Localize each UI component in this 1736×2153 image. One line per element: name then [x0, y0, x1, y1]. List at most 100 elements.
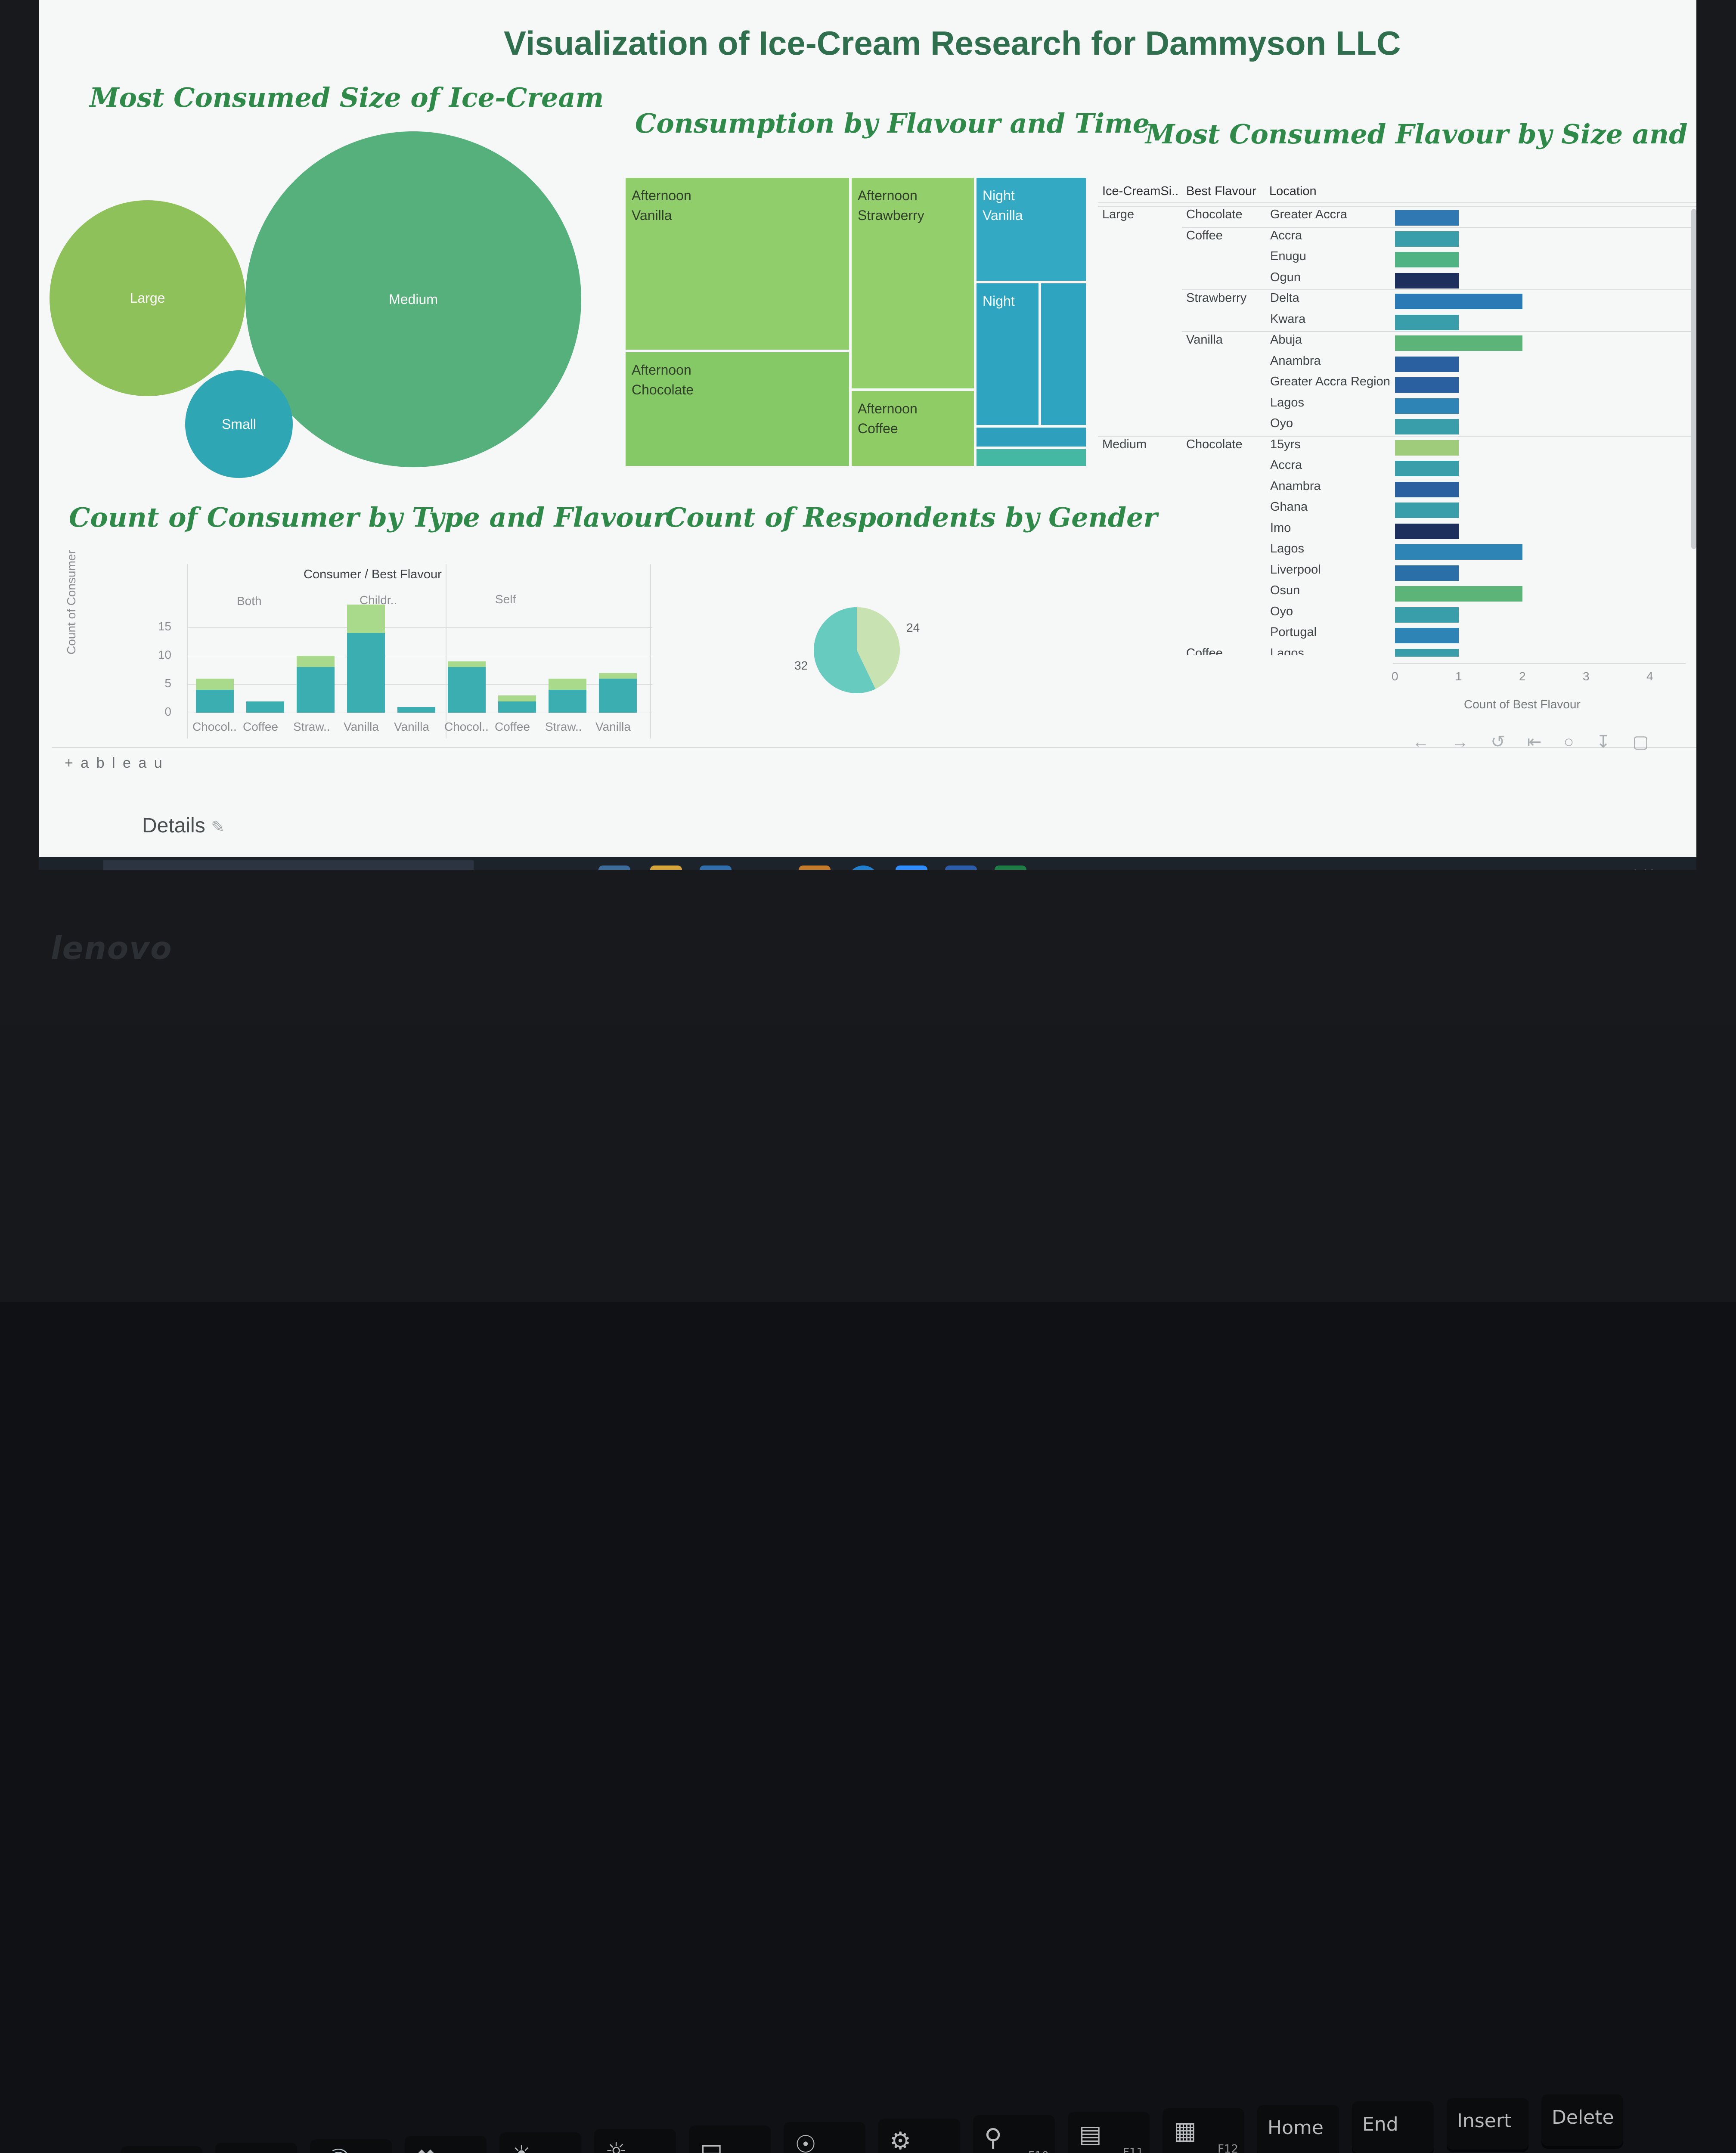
consumer-bar-segment[interactable] — [397, 707, 435, 713]
location-bar[interactable] — [1395, 273, 1459, 289]
consumer-bar-segment[interactable] — [599, 678, 637, 713]
col-header-location: Location — [1269, 184, 1317, 198]
undo-icon[interactable]: ← — [1412, 732, 1429, 751]
key-f4[interactable]: ✖F4 — [405, 2136, 487, 2153]
task-view-icon[interactable]: ▦ — [547, 866, 579, 870]
consumer-bar-segment[interactable] — [549, 690, 586, 713]
treemap-cell-afternoon-chocolate[interactable]: Afternoon Chocolate — [624, 351, 850, 467]
fullscreen-icon[interactable]: ▢ — [1632, 732, 1649, 751]
snip-icon[interactable]: ✂ — [799, 866, 831, 870]
key-home[interactable]: Home — [1257, 2105, 1339, 2153]
key-f3[interactable]: 🔊F3 — [310, 2139, 392, 2153]
treemap-cell-night-sliver[interactable] — [975, 426, 1087, 448]
key-insert[interactable]: Insert — [1447, 2098, 1528, 2150]
key-f12[interactable]: ▦ F12 — [1162, 2108, 1244, 2153]
key-f6[interactable]: ☼F6 — [594, 2129, 676, 2153]
location-bar[interactable] — [1395, 481, 1459, 497]
key-delete[interactable]: Delete — [1541, 2094, 1623, 2146]
table-header-rule — [1098, 202, 1696, 203]
file-explorer-icon[interactable]: □ — [650, 866, 682, 870]
consumer-bar-segment[interactable] — [246, 701, 284, 713]
row-location-label: Abuja — [1270, 333, 1302, 347]
revert-icon[interactable]: ↺ — [1491, 732, 1505, 751]
mail-icon[interactable]: ✉ — [749, 866, 781, 870]
treemap-cell-night-sliver-2[interactable] — [975, 448, 1087, 467]
location-scrollbar[interactable] — [1691, 209, 1696, 549]
key-f8[interactable]: ☉F8 — [784, 2122, 865, 2153]
location-bar[interactable] — [1395, 377, 1459, 393]
share-icon[interactable]: ○ — [1563, 732, 1574, 751]
location-bar[interactable] — [1395, 503, 1459, 518]
row-flavour-label: Vanilla — [1186, 333, 1223, 347]
gender-pie-slice[interactable] — [814, 607, 876, 693]
location-bar[interactable] — [1395, 544, 1522, 560]
location-bar[interactable] — [1395, 335, 1522, 351]
bubble-medium[interactable]: Medium — [245, 131, 581, 467]
consumer-bar-segment[interactable] — [448, 661, 486, 667]
treemap-cell-afternoon-vanilla[interactable]: Afternoon Vanilla — [624, 177, 850, 351]
details-section[interactable]: Details ✎ — [142, 814, 225, 838]
location-bar[interactable] — [1395, 648, 1459, 657]
key-f5[interactable]: ☀F5 — [499, 2132, 581, 2153]
location-bar[interactable] — [1395, 565, 1459, 581]
consumer-bar-segment[interactable] — [549, 678, 586, 690]
location-bar[interactable] — [1395, 398, 1459, 414]
location-bar[interactable] — [1395, 210, 1459, 226]
treemap-cell-night[interactable]: Night — [975, 282, 1040, 426]
redo-icon[interactable]: → — [1451, 732, 1469, 751]
gender-pie-slice[interactable] — [857, 607, 900, 689]
consumer-bar-segment[interactable] — [448, 667, 486, 713]
edge-browser-icon[interactable]: e — [847, 866, 879, 870]
key-f2[interactable]: 🔉F2 — [215, 2143, 297, 2153]
consumer-bar-segment[interactable] — [599, 673, 637, 679]
location-bar[interactable] — [1395, 419, 1459, 434]
location-bar[interactable] — [1395, 461, 1459, 476]
location-bar[interactable] — [1395, 607, 1459, 623]
cortana-icon[interactable]: ○ — [499, 866, 531, 870]
bubble-small[interactable]: Small — [185, 370, 293, 478]
consumer-y-tick: 0 — [164, 705, 171, 718]
key-f1[interactable]: 🔇F1 — [121, 2146, 202, 2153]
consumer-bar-segment[interactable] — [498, 695, 536, 701]
location-bar[interactable] — [1395, 231, 1459, 247]
key-end[interactable]: End — [1352, 2101, 1434, 2153]
treemap-cell-night-small[interactable] — [1040, 282, 1087, 426]
download-icon[interactable]: ↧ — [1596, 732, 1611, 751]
word-icon[interactable]: W — [945, 866, 977, 870]
edit-pencil-icon[interactable]: ✎ — [211, 818, 225, 836]
location-bar[interactable] — [1395, 252, 1459, 267]
location-bar[interactable] — [1395, 586, 1522, 602]
location-bar[interactable] — [1395, 628, 1459, 643]
key-f10[interactable]: ⚲ F10 — [973, 2115, 1055, 2153]
key-f11[interactable]: ▤ F11 — [1068, 2112, 1150, 2153]
consumer-bar-segment[interactable] — [347, 605, 385, 633]
location-bar[interactable] — [1395, 314, 1459, 330]
treemap-cell-afternoon-strawberry[interactable]: Afternoon Strawberry — [850, 177, 975, 390]
bubble-large[interactable]: Large — [50, 200, 245, 396]
treemap-cell-afternoon-coffee[interactable]: Afternoon Coffee — [850, 390, 975, 467]
app-icon-1[interactable]: ❋ — [598, 866, 630, 870]
consumer-bar-segment[interactable] — [297, 656, 335, 667]
gender-label-32: 32 — [794, 659, 808, 672]
excel-icon[interactable]: X — [995, 866, 1026, 870]
key-f7[interactable]: ▭F7 — [689, 2125, 771, 2153]
treemap-cell-night-vanilla[interactable]: Night Vanilla — [975, 177, 1087, 282]
clock[interactable]: 2:09 PM 2/17/2022 — [1623, 866, 1677, 870]
consumer-bar-segment[interactable] — [196, 678, 234, 690]
key-f9[interactable]: ⚙F9 — [878, 2119, 960, 2153]
consumer-y-axis-title: Count of Consumer — [65, 550, 78, 655]
location-bar[interactable] — [1395, 356, 1459, 372]
location-bar[interactable] — [1395, 294, 1522, 309]
consumer-bar-segment[interactable] — [297, 667, 335, 713]
location-bar[interactable] — [1395, 523, 1459, 539]
consumer-bar-segment[interactable] — [347, 633, 385, 713]
taskbar-search-box[interactable]: ⚲ Type here to search — [103, 860, 474, 870]
store-icon[interactable]: ▣ — [700, 866, 732, 870]
location-bar[interactable] — [1395, 440, 1459, 456]
consumer-x-label: Vanilla — [595, 720, 631, 733]
tableau-logo[interactable]: + a b l e a u — [65, 755, 164, 772]
consumer-bar-segment[interactable] — [196, 690, 234, 713]
refresh-icon[interactable]: ⇤ — [1527, 732, 1542, 751]
consumer-bar-segment[interactable] — [498, 701, 536, 713]
zoom-icon[interactable]: ● — [896, 866, 927, 870]
